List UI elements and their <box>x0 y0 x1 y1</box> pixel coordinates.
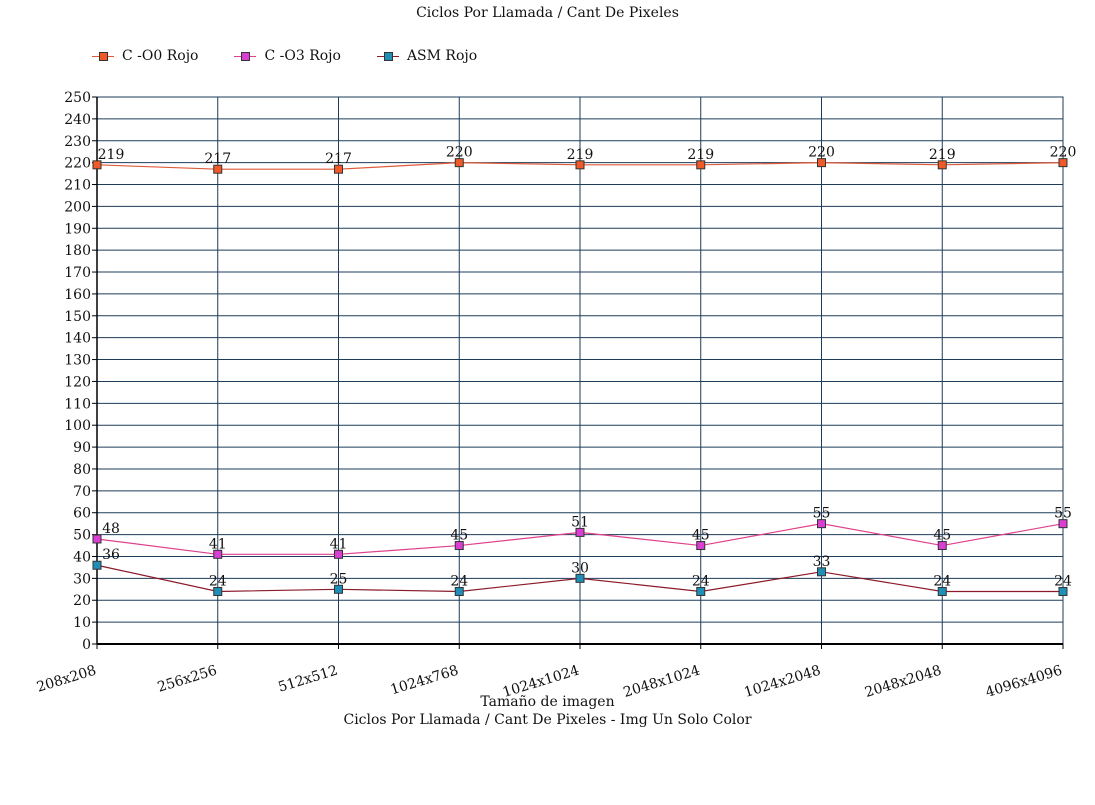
x-tick-label: 256x256 <box>156 662 219 695</box>
y-tick-label: 0 <box>82 637 91 653</box>
data-point <box>575 160 585 170</box>
data-point <box>213 549 223 559</box>
y-tick-label: 30 <box>73 571 91 587</box>
data-label: 25 <box>330 571 348 587</box>
data-label: 45 <box>692 528 710 544</box>
y-tick-label: 100 <box>64 418 91 434</box>
y-tick-label: 170 <box>64 265 91 281</box>
data-point <box>817 519 826 529</box>
y-tick-label: 90 <box>73 440 91 456</box>
x-tick-label: 512x512 <box>276 663 339 696</box>
legend-label-c-o3: C -O3 Rojo <box>264 48 341 64</box>
x-tick-label: 208x208 <box>35 663 98 696</box>
y-tick-label: 130 <box>64 353 91 369</box>
y-tick-label: 150 <box>64 309 91 325</box>
data-point <box>92 160 102 170</box>
data-point <box>334 549 343 559</box>
legend-label-asm: ASM Rojo <box>406 48 478 64</box>
y-tick-label: 240 <box>64 112 91 128</box>
y-tick-label: 250 <box>64 90 91 106</box>
legend: C -O0 Rojo C -O3 Rojo ASM Rojo <box>92 48 477 64</box>
data-point <box>334 584 343 594</box>
y-tick-label: 20 <box>73 593 91 609</box>
data-label: 217 <box>204 151 231 167</box>
data-label: 45 <box>450 528 468 544</box>
data-label: 24 <box>1054 573 1072 589</box>
data-label: 41 <box>209 536 227 552</box>
data-label: 36 <box>102 547 120 563</box>
data-point <box>213 164 223 174</box>
data-point <box>454 586 464 596</box>
legend-swatch-asm <box>376 50 399 62</box>
y-tick-label: 190 <box>64 221 91 237</box>
data-label: 219 <box>98 147 125 163</box>
data-point <box>575 527 585 537</box>
data-label: 24 <box>933 573 951 589</box>
data-point <box>575 573 585 583</box>
chart-title: Ciclos Por Llamada / Cant De Pixeles <box>416 5 679 21</box>
data-point <box>1058 586 1068 596</box>
y-tick-label: 10 <box>73 615 91 631</box>
y-tick-label: 210 <box>64 178 91 194</box>
y-tick-label: 80 <box>73 462 91 478</box>
legend-item-c-o0: C -O0 Rojo <box>92 48 198 64</box>
data-point <box>334 164 343 174</box>
data-label: 55 <box>1054 506 1072 522</box>
data-label: 33 <box>813 554 831 570</box>
data-point <box>92 534 102 544</box>
data-label: 48 <box>102 521 120 537</box>
y-tick-label: 60 <box>73 506 91 522</box>
data-point <box>92 560 102 570</box>
data-point <box>937 541 947 551</box>
data-point <box>817 567 826 577</box>
legend-swatch-c-o3 <box>234 50 257 62</box>
data-point <box>454 158 464 168</box>
y-tick-label: 160 <box>64 287 91 303</box>
data-point <box>817 158 826 168</box>
data-label: 219 <box>687 147 714 163</box>
data-label: 45 <box>933 528 951 544</box>
chart-subtitle: Ciclos Por Llamada / Cant De Pixeles - I… <box>343 712 752 728</box>
data-point <box>1058 158 1068 168</box>
data-label: 55 <box>813 506 831 522</box>
data-label: 51 <box>571 514 589 530</box>
y-tick-label: 180 <box>64 243 91 259</box>
data-point <box>1058 519 1068 529</box>
data-label: 24 <box>692 573 710 589</box>
y-tick-label: 110 <box>64 396 91 412</box>
data-point <box>454 541 464 551</box>
data-point <box>696 160 706 170</box>
x-tick-label: 1024x768 <box>389 663 461 699</box>
data-point <box>937 586 947 596</box>
y-tick-label: 50 <box>73 528 91 544</box>
y-tick-label: 230 <box>64 134 91 150</box>
y-tick-label: 220 <box>64 156 91 172</box>
data-label: 30 <box>571 560 589 576</box>
legend-item-c-o3: C -O3 Rojo <box>234 48 341 64</box>
data-label: 220 <box>808 145 835 161</box>
y-tick-label: 70 <box>73 484 91 500</box>
y-tick-label: 200 <box>64 199 91 215</box>
data-label: 219 <box>567 147 594 163</box>
x-axis-label: Tamaño de imagen <box>480 694 615 710</box>
data-point <box>696 541 706 551</box>
legend-swatch-c-o0 <box>92 50 114 62</box>
data-point <box>696 586 706 596</box>
legend-item-asm: ASM Rojo <box>376 48 478 64</box>
y-tick-label: 40 <box>73 549 91 565</box>
data-label: 217 <box>325 151 352 167</box>
data-label: 220 <box>1050 145 1077 161</box>
data-label: 24 <box>209 573 227 589</box>
data-label: 220 <box>446 145 473 161</box>
y-tick-label: 140 <box>64 331 91 347</box>
data-point <box>937 160 947 170</box>
legend-label-c-o0: C -O0 Rojo <box>122 48 199 64</box>
data-label: 219 <box>929 147 956 163</box>
y-tick-label: 120 <box>64 374 91 390</box>
data-point <box>213 586 223 596</box>
data-label: 41 <box>330 536 348 552</box>
data-label: 24 <box>450 573 468 589</box>
